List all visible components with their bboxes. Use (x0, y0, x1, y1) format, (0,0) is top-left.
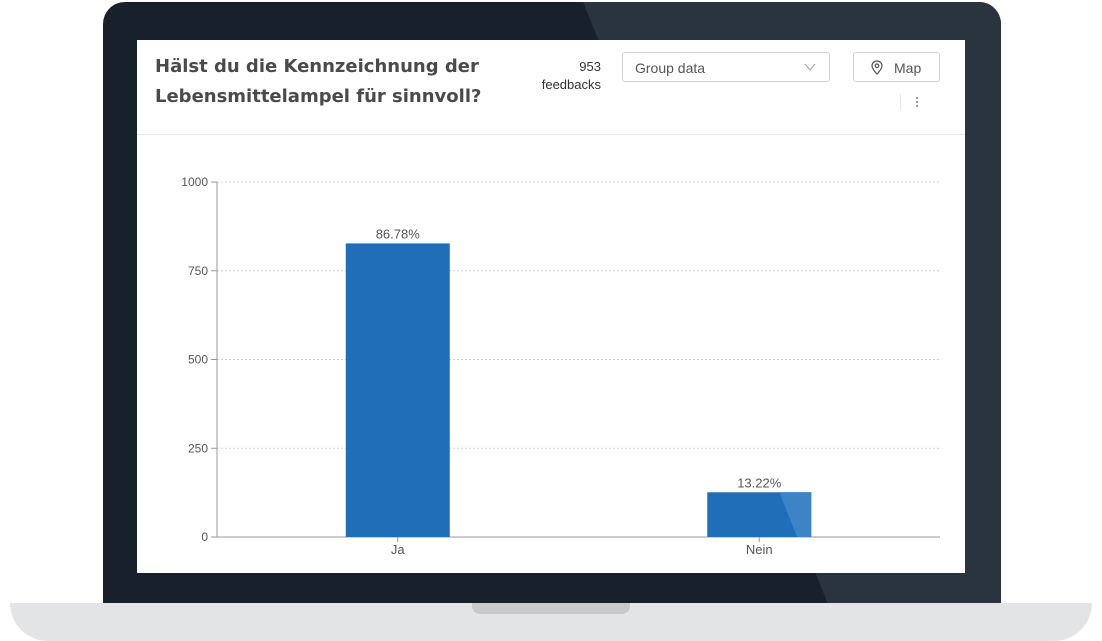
x-tick-label: Nein (746, 542, 773, 557)
chart-axes (211, 181, 940, 542)
feedback-count-label: feedbacks (541, 77, 601, 92)
data-label: 86.78% (376, 226, 421, 241)
chart-bars (345, 243, 812, 537)
y-tick-label: 1000 (181, 175, 208, 189)
feedback-count: 953 feedbacks (521, 58, 601, 94)
map-pin-icon (871, 60, 883, 75)
data-label: 13.22% (737, 475, 782, 490)
bar-glare (779, 492, 812, 537)
map-button-label: Map (894, 60, 922, 76)
survey-widget: Hälst du die Kennzeichnung der Lebensmit… (137, 40, 965, 573)
bar (345, 243, 450, 537)
chevron-down-icon (804, 63, 816, 71)
y-tick-label: 0 (201, 530, 208, 544)
y-tick-label: 750 (188, 264, 208, 278)
chart-gridlines (217, 181, 940, 449)
y-tick-label: 500 (188, 353, 208, 367)
y-tick-label: 250 (188, 441, 208, 455)
group-data-select[interactable]: Group data (622, 52, 830, 82)
more-vertical-icon[interactable] (907, 92, 927, 112)
group-data-select-value: Group data (635, 60, 706, 76)
widget-header: Hälst du die Kennzeichnung der Lebensmit… (137, 40, 965, 135)
x-tick-label: Ja (391, 542, 406, 557)
feedback-count-value: 953 (579, 59, 601, 74)
chart-labels: 0 250 500 750 1000 Ja 86.78% Nein 13.22% (181, 175, 781, 557)
laptop-notch (472, 603, 630, 614)
bar-chart: 0 250 500 750 1000 Ja 86.78% Nein 13.22% (181, 175, 940, 557)
divider (900, 94, 901, 110)
map-button[interactable]: Map (853, 52, 940, 82)
question-title: Hälst du die Kennzeichnung der Lebensmit… (155, 56, 482, 107)
